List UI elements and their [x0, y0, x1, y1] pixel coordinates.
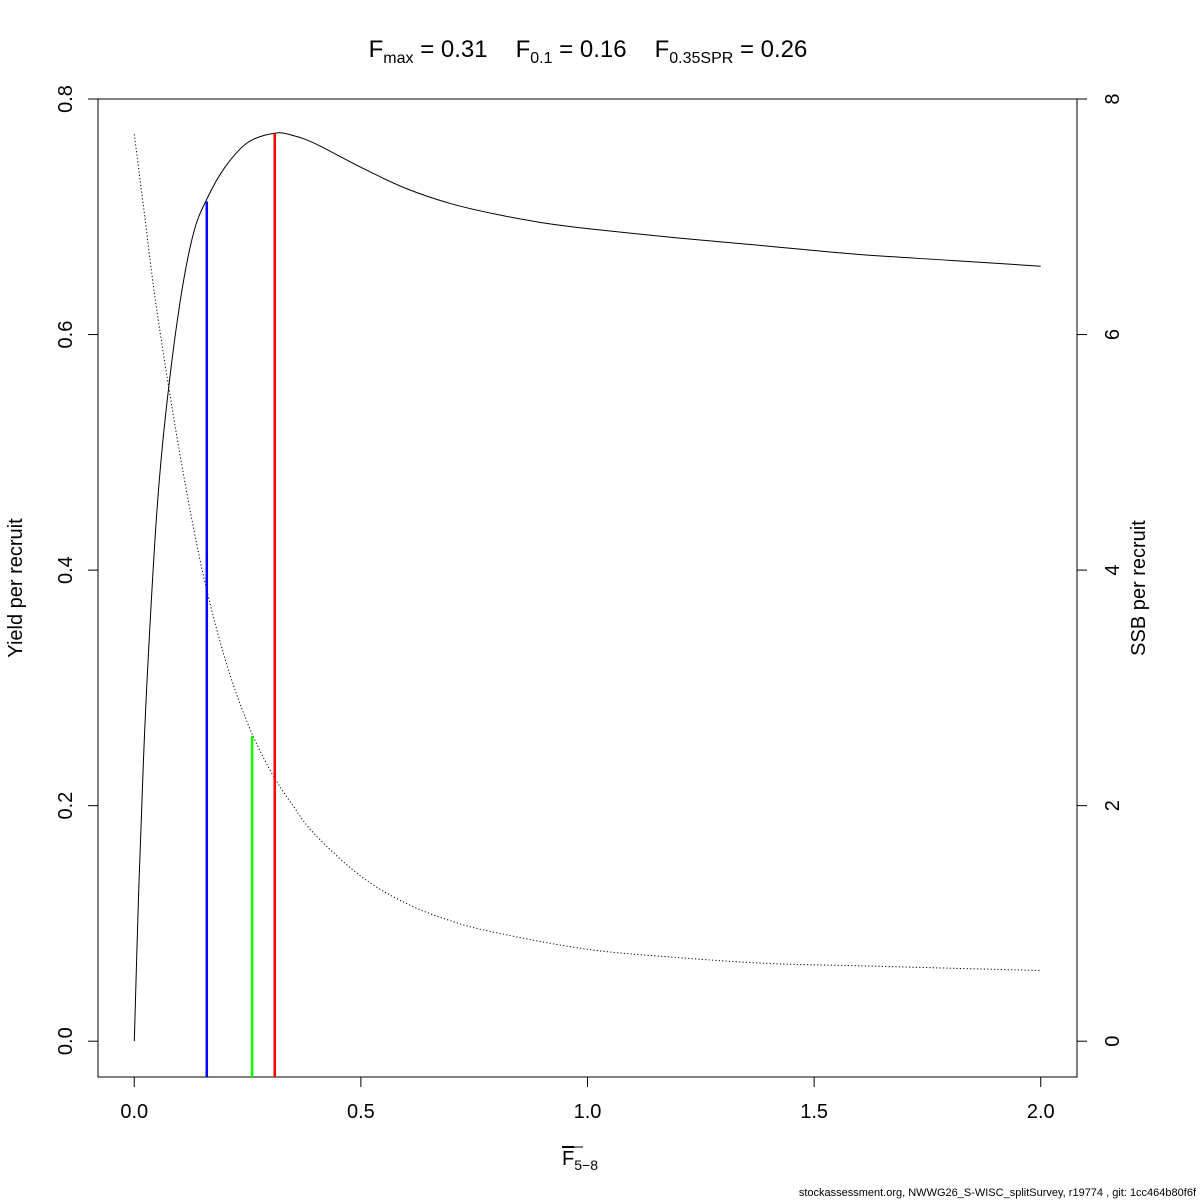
y2-tick-label: 4: [1102, 565, 1124, 576]
y2-tick-label: 8: [1102, 93, 1124, 104]
x-tick-label: 2.0: [1027, 1101, 1055, 1123]
y-tick-label: 0.4: [55, 556, 77, 584]
reference-lines: [205, 133, 277, 1077]
y2-tick-label: 2: [1102, 800, 1124, 811]
y-axis-left: 0.0 0.2 0.4 0.6 0.8: [55, 85, 98, 1055]
x-tick-label: 0.0: [120, 1101, 148, 1123]
title-symbol: F: [369, 36, 384, 63]
title-subscript: 0.35SPR: [669, 50, 733, 67]
title-subscript: max: [383, 50, 413, 67]
y2-tick-label: 0: [1102, 1036, 1124, 1047]
y2-tick-label: 6: [1102, 329, 1124, 340]
x-tick-label: 0.5: [347, 1101, 375, 1123]
series-group: [133, 132, 1041, 1042]
footer-text: stockassessment.org, NWWG26_S-WISC_split…: [799, 1187, 1197, 1199]
y2-axis-label: SSB per recruit: [1128, 520, 1150, 656]
title-symbol: F: [516, 36, 531, 63]
chart-title: Fmax = 0.31 F0.1 = 0.16 F0.35SPR = 0.26: [369, 36, 808, 67]
y-tick-label: 0.2: [55, 792, 77, 820]
title-subscript: 0.1: [530, 50, 552, 67]
y-tick-label: 0.0: [55, 1027, 77, 1055]
x-axis-label: F5−8: [562, 1146, 598, 1173]
ssb-per-recruit-line: [133, 134, 1041, 971]
yield-per-recruit-line: [133, 132, 1041, 1042]
y-tick-label: 0.6: [55, 321, 77, 349]
y-axis-right: 0 2 4 6 8: [1077, 93, 1124, 1047]
title-value: = 0.16: [553, 36, 627, 63]
x-axis-label-sub: 5−8: [574, 1157, 598, 1173]
y-axis-label: Yield per recruit: [5, 518, 27, 658]
y-tick-label: 0.8: [55, 85, 77, 113]
title-text: Fmax = 0.31 F0.1 = 0.16 F0.35SPR = 0.26: [369, 36, 808, 67]
x-axis-label-text: F5−8: [562, 1148, 598, 1173]
x-tick-label: 1.5: [800, 1101, 828, 1123]
title-value: = 0.31: [414, 36, 488, 63]
title-value: = 0.26: [733, 36, 807, 63]
x-tick-label: 1.0: [574, 1101, 602, 1123]
plot-frame: [97, 98, 1078, 1078]
x-axis-label-main: F: [562, 1148, 574, 1170]
title-symbol: F: [655, 36, 670, 63]
x-axis: 0.0 0.5 1.0 1.5 2.0: [120, 1076, 1055, 1123]
